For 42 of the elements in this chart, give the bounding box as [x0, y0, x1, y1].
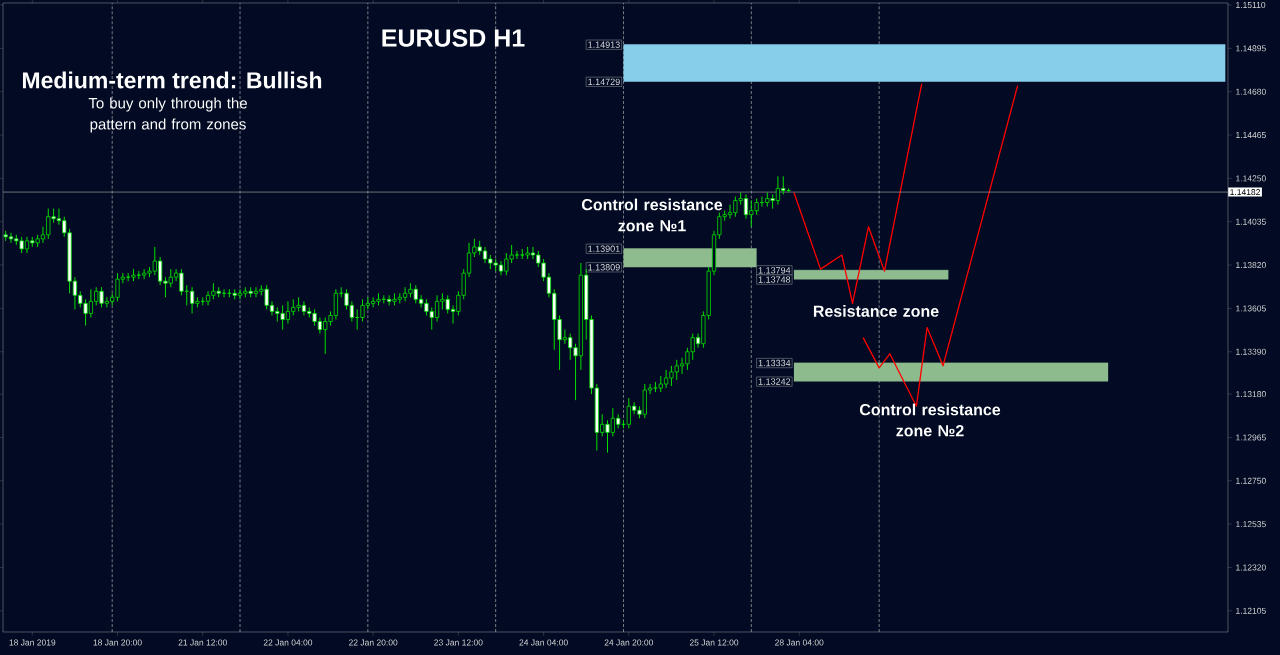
- annotation: 1.13901: [588, 245, 620, 252]
- annotation: To buy only through the pattern and from zones: [88, 97, 247, 133]
- annotation: Control resistance zone №2: [859, 403, 1001, 437]
- annotation: 1.13748: [758, 276, 791, 283]
- x-tick-label: 21 Jan 12:00: [178, 639, 227, 646]
- x-tick-label: 28 Jan 04:00: [775, 639, 824, 646]
- y-tick-label: 1.12965: [1236, 434, 1266, 441]
- annotation: 1.13242: [758, 378, 791, 385]
- x-tick-label: 24 Jan 04:00: [519, 639, 568, 646]
- text: EURUSD H1: [382, 29, 525, 47]
- y-tick-label: 1.12105: [1236, 607, 1266, 614]
- x-tick-label: 22 Jan 20:00: [349, 639, 398, 646]
- x-tick-label: 25 Jan 12:00: [689, 639, 739, 646]
- y-tick-label: 1.12320: [1236, 564, 1266, 571]
- candlestick: [205, 290, 211, 306]
- y-tick-label: 1.12750: [1236, 477, 1266, 484]
- y-tick-label: 1.14895: [1236, 45, 1266, 52]
- y-tick-label: 1.15110: [1236, 1, 1266, 8]
- x-tick-label: 18 Jan 20:00: [93, 639, 142, 646]
- annotation: 1.13809: [588, 264, 620, 271]
- annotation: 1.13334: [758, 359, 791, 367]
- line-series: [793, 82, 923, 305]
- y-tick-label: 1.13180: [1236, 391, 1266, 398]
- y-tick-label: 1.13605: [1236, 305, 1266, 312]
- annotation: 1.13794: [758, 267, 791, 274]
- x-tick-label: 24 Jan 20:00: [604, 639, 654, 646]
- x-tick-label: 22 Jan 04:00: [263, 639, 313, 646]
- y-tick-label: 1.14035: [1236, 218, 1266, 225]
- y-tick-label: 1.13820: [1236, 262, 1266, 269]
- x-tick-label: 23 Jan 12:00: [434, 639, 483, 646]
- y-tick-label: 1.14680: [1236, 88, 1266, 95]
- text: Medium-term trend: Bullish: [22, 71, 322, 89]
- y-tick-label: 1.12535: [1236, 521, 1266, 528]
- annotation: Resistance zone: [813, 305, 939, 317]
- ref-line-label: 1.14182: [1230, 189, 1260, 196]
- y-tick-label: 1.14250: [1236, 175, 1266, 182]
- x-tick-label: 18 Jan 2019: [9, 639, 56, 646]
- annotation: 1.14729: [588, 78, 620, 85]
- y-tick-label: 1.13390: [1236, 348, 1266, 355]
- annotation: 1.14913: [588, 41, 620, 48]
- annotation: Control resistance zone №1: [581, 198, 723, 232]
- y-tick-label: 1.14465: [1236, 132, 1266, 139]
